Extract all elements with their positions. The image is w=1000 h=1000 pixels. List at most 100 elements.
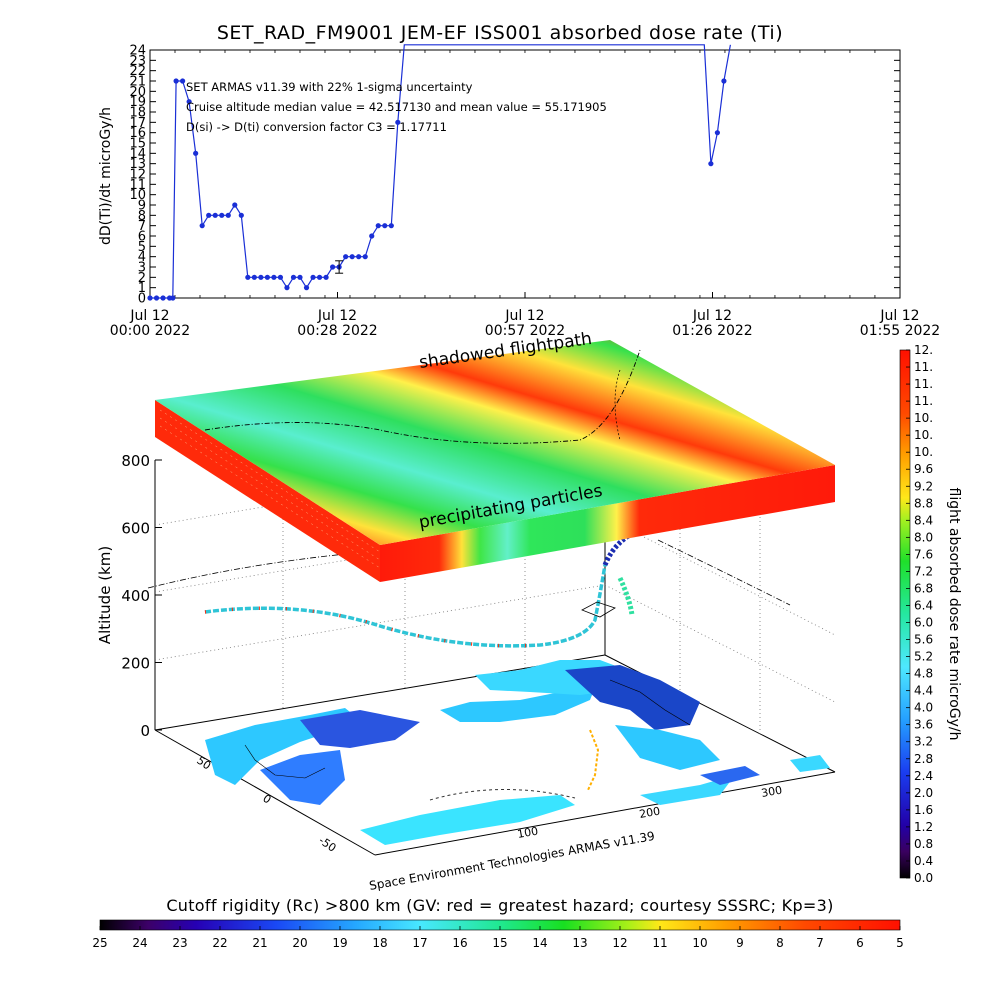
colorbar-tick-label: 1.2 (914, 820, 933, 834)
rigidity-tick-label: 21 (252, 936, 267, 950)
dose-point (251, 274, 257, 280)
dose-point (714, 130, 720, 136)
altitude-axis-label: Altitude (km) (96, 546, 114, 644)
rigidity-tick-label: 8 (776, 936, 784, 950)
cutoff-rigidity-title: Cutoff rigidity (Rc) >800 km (GV: red = … (166, 896, 834, 915)
flight-path (204, 564, 607, 648)
x-tick-label-time: 00:28 2022 (297, 323, 377, 339)
dose-point (186, 99, 192, 105)
y-tick-label: 3 (138, 261, 146, 276)
y-tick-label: 1 (138, 281, 146, 296)
dose-point (258, 274, 264, 280)
altitude-tick-label: 0 (140, 722, 150, 740)
colorbar-tick-label: 3.6 (914, 718, 933, 732)
dose-point (388, 223, 394, 229)
y-tick-label: 22 (129, 64, 146, 79)
dose-point (284, 285, 290, 291)
y-tick-label: 12 (129, 168, 146, 183)
y-tick-label: 19 (129, 95, 146, 110)
altitude-tick-label: 800 (121, 452, 150, 470)
dose-point (245, 274, 251, 280)
x-tick-label-time: 00:57 2022 (485, 323, 565, 339)
colorbar-tick-label: 11. (914, 394, 933, 408)
y-tick-label: 5 (138, 240, 146, 255)
latitude-tick-label: 0 (260, 792, 273, 807)
dose-point (147, 295, 153, 301)
flight-path-hazard-marks (204, 606, 541, 648)
colorbar-tick-label: 0.8 (914, 837, 933, 851)
altitude-tick-label: 200 (121, 655, 150, 673)
colorbar-tick-label: 11. (914, 377, 933, 391)
latitude-tick-label: -50 (316, 834, 338, 855)
dose-point (330, 264, 336, 270)
y-tick-label: 7 (138, 219, 146, 234)
rigidity-tick-label: 16 (452, 936, 467, 950)
dose-point (277, 274, 284, 280)
colorbar-tick-label: 8.0 (914, 530, 933, 544)
colorbar-tick-label: 7.2 (914, 564, 933, 578)
colorbar-tick-label: 2.4 (914, 769, 933, 783)
rigidity-tick-label: 18 (372, 936, 387, 950)
rigidity-tick-label: 10 (692, 936, 707, 950)
rigidity-tick-label: 23 (172, 936, 187, 950)
rigidity-tick-label: 13 (572, 936, 587, 950)
colorbar-tick-label: 10. (914, 428, 933, 442)
colorbar-tick-label: 12. (914, 343, 933, 357)
dose-rate-line-chart: 0123456789101112131415161718192021222324… (98, 44, 940, 340)
y-tick-label: 14 (129, 147, 146, 162)
dose-point (343, 254, 349, 260)
dose-rate-series-line (150, 44, 731, 299)
shadowed-flightpath-line (204, 349, 641, 444)
cutoff-rigidity-colorbar: 25 24 23 22 21 20 19 18 17 16 15 14 13 12 11 10 9 8 7 6 5 (92, 919, 904, 950)
longitude-tick-label: 100 (516, 825, 539, 841)
dose-point (369, 233, 375, 239)
y-tick-label: 23 (129, 54, 146, 69)
colorbar-tick-label: 0.0 (914, 871, 933, 885)
dose-point (395, 119, 401, 125)
dose-point (375, 223, 381, 229)
x-tick-label-time: 00:00 2022 (110, 323, 190, 339)
dose-point (212, 212, 218, 218)
dose-point (173, 78, 179, 84)
rigidity-tick-label: 6 (856, 936, 864, 950)
rigidity-tick-label: 22 (212, 936, 227, 950)
dose-point (708, 161, 714, 167)
dose-point (316, 274, 323, 280)
dose-point (290, 274, 297, 280)
y-tick-label: 21 (129, 75, 146, 90)
x-tick-label-time: 01:26 2022 (672, 323, 752, 339)
annotation-conversion-factor: D(si) -> D(ti) conversion factor C3 = 1.… (186, 120, 447, 134)
rigidity-tick-label: 17 (412, 936, 427, 950)
dose-point (310, 274, 316, 280)
colorbar-tick-label: 10. (914, 445, 933, 459)
annotation-uncertainty: SET ARMAS v11.39 with 22% 1-sigma uncert… (186, 80, 473, 94)
colorbar-tick-label: 11. (914, 360, 933, 374)
x-tick-label-time: 01:55 2022 (860, 323, 940, 339)
longitude-tick-label: 200 (638, 805, 661, 821)
colorbar-tick-label: 9.6 (914, 462, 933, 476)
dose-point (297, 274, 303, 280)
flight-3d-scene: shadowed flightpath precipitating partic… (96, 330, 962, 893)
x-tick-label-date: Jul 12 (129, 308, 169, 324)
dose-point (225, 212, 231, 218)
dose-point (160, 295, 166, 301)
dose-point (362, 254, 368, 260)
dose-point (323, 274, 329, 280)
dose-point (356, 254, 362, 260)
dose-point (153, 295, 160, 301)
world-map-surface (205, 660, 830, 845)
y-tick-label: 20 (129, 85, 146, 100)
y-tick-label: 17 (129, 116, 146, 131)
y-tick-label: 0 (138, 292, 146, 307)
dose-point (219, 212, 225, 218)
dose-point (238, 212, 244, 218)
dose-point (349, 254, 355, 260)
x-tick-label-date: Jul 12 (317, 308, 357, 324)
ground-track-projection-right (657, 539, 791, 606)
colorbar-tick-label: 4.0 (914, 701, 933, 715)
rigidity-tick-label: 5 (896, 936, 904, 950)
craft-marker (581, 601, 616, 618)
x-tick-label-date: Jul 12 (692, 308, 732, 324)
rigidity-tick-label: 15 (492, 936, 507, 950)
x-tick-label-date: Jul 12 (504, 308, 544, 324)
